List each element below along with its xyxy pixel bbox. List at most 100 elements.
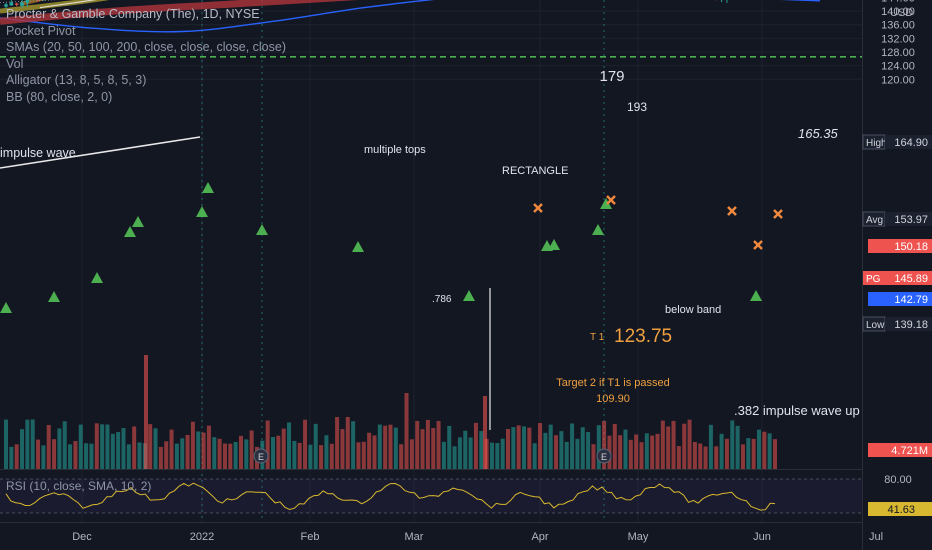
indicator-legend-pocket-pivot[interactable]: Pocket Pivot bbox=[6, 23, 76, 38]
symbol-title[interactable]: Procter & Gamble Company (The), 1D, NYSE bbox=[6, 7, 260, 21]
price-tick-label: 144.00 bbox=[881, 0, 915, 4]
candlesticks bbox=[4, 0, 728, 9]
level-label-165: 165.35 bbox=[798, 126, 839, 141]
price-tick-label: 124.00 bbox=[881, 61, 915, 73]
volume-bar bbox=[14, 444, 19, 469]
volume-bar bbox=[180, 438, 185, 469]
volume-bar bbox=[303, 419, 308, 469]
time-axis-border bbox=[0, 522, 862, 523]
volume-bar bbox=[201, 432, 206, 469]
volume-bars bbox=[4, 355, 777, 469]
price-tag-sma: 150.18 bbox=[868, 239, 932, 253]
indicator-legend-vol[interactable]: Vol bbox=[6, 56, 24, 71]
indicator-legend-bb[interactable]: BB (80, close, 2, 0) bbox=[6, 89, 113, 104]
rsi-legend: RSI (10, close, SMA, 10, 2) bbox=[6, 479, 151, 493]
volume-bar bbox=[655, 433, 660, 469]
price-tag-rsi: 41.63 bbox=[868, 502, 932, 516]
volume-bar bbox=[185, 434, 190, 469]
time-axis[interactable]: Dec 2022 Feb Mar Apr May Jun Jul bbox=[72, 531, 883, 543]
price-tag-box bbox=[885, 212, 932, 226]
price-tag-box bbox=[868, 292, 932, 306]
volume-bar bbox=[287, 422, 292, 469]
volume-bar bbox=[212, 437, 217, 469]
price-tag-value: 150.18 bbox=[894, 241, 928, 253]
indicator-legend-smas[interactable]: SMAs (20, 50, 100, 200, close, close, cl… bbox=[6, 40, 286, 54]
volume-bar bbox=[596, 425, 601, 469]
volume-bar bbox=[313, 423, 318, 469]
volume-bar bbox=[367, 432, 372, 469]
price-tag-high: High 164.90 bbox=[862, 134, 932, 150]
price-tag-value: 4.721M bbox=[891, 445, 928, 457]
volume-bar-spike bbox=[144, 355, 148, 469]
rsi-tick-label: 80.00 bbox=[884, 474, 912, 486]
volume-bar bbox=[441, 441, 446, 469]
volume-bar bbox=[666, 426, 671, 469]
sell-cross-marker bbox=[606, 195, 616, 205]
volume-bar bbox=[548, 424, 553, 469]
volume-bar bbox=[158, 446, 163, 469]
volume-bar bbox=[271, 437, 276, 469]
volume-bar bbox=[628, 439, 633, 469]
annotations: impulse wave multiple tops RECTANGLE 179 193… bbox=[0, 68, 860, 418]
volume-bar bbox=[30, 419, 35, 469]
volume-bar bbox=[292, 440, 297, 469]
volume-bar bbox=[222, 443, 227, 469]
volume-bar bbox=[217, 438, 222, 469]
volume-bar bbox=[409, 439, 414, 469]
volume-bar bbox=[660, 420, 665, 469]
signal-triangle bbox=[132, 216, 144, 227]
earnings-icon[interactable]: E bbox=[596, 448, 612, 464]
volume-bar bbox=[463, 430, 468, 469]
volume-bar bbox=[634, 434, 639, 469]
volume-bar bbox=[244, 439, 249, 469]
volume-bar bbox=[682, 423, 687, 469]
price-tag-label: Low bbox=[866, 320, 885, 331]
impulse-wave-line bbox=[0, 136, 201, 169]
volume-bar bbox=[377, 424, 382, 469]
volume-bar bbox=[473, 422, 478, 469]
volume-bar bbox=[94, 423, 99, 469]
volume-bar bbox=[457, 437, 462, 469]
sma-50-line bbox=[19, 0, 46, 7]
annotation-target2-value: 109.90 bbox=[596, 393, 630, 405]
volume-bar bbox=[543, 432, 548, 469]
sell-cross-marker bbox=[727, 206, 737, 216]
volume-bar bbox=[190, 421, 195, 469]
volume-bar bbox=[714, 446, 719, 469]
volume-bar bbox=[89, 443, 94, 469]
volume-bar bbox=[489, 442, 494, 469]
indicator-legend-alligator[interactable]: Alligator (13, 8, 5, 8, 5, 3) bbox=[6, 73, 147, 87]
volume-bar bbox=[78, 424, 83, 469]
volume-bar bbox=[708, 424, 713, 469]
volume-bar bbox=[206, 425, 211, 469]
time-tick-label: Jun bbox=[753, 531, 771, 543]
earnings-icon[interactable]: E bbox=[253, 448, 269, 464]
volume-bar bbox=[468, 437, 473, 469]
sell-cross-marker bbox=[773, 209, 783, 219]
volume-bar bbox=[751, 438, 756, 469]
annotation-t1-value: 123.75 bbox=[614, 326, 672, 347]
earnings-markers[interactable]: E E bbox=[253, 448, 612, 464]
price-tag-value: 164.90 bbox=[894, 137, 928, 149]
volume-bar bbox=[671, 420, 676, 469]
candle-body bbox=[20, 2, 24, 7]
volume-bar bbox=[639, 442, 644, 469]
signal-triangle bbox=[202, 182, 214, 193]
signal-triangle bbox=[750, 290, 762, 301]
volume-bar bbox=[740, 444, 745, 469]
volume-bar bbox=[404, 393, 409, 469]
volume-bar bbox=[335, 417, 340, 469]
price-tag-last: PG 145.89 bbox=[863, 271, 932, 285]
annotation-t1-label: T 1 bbox=[590, 332, 605, 343]
level-lines bbox=[0, 55, 862, 58]
volume-bar bbox=[522, 426, 527, 469]
volume-bar bbox=[9, 446, 14, 469]
price-tag-label-box bbox=[863, 271, 885, 285]
candle-body bbox=[14, 3, 19, 5]
volume-bar bbox=[233, 441, 238, 469]
volume-bar bbox=[746, 438, 751, 469]
volume-bar bbox=[126, 444, 131, 469]
volume-bar bbox=[447, 425, 452, 469]
